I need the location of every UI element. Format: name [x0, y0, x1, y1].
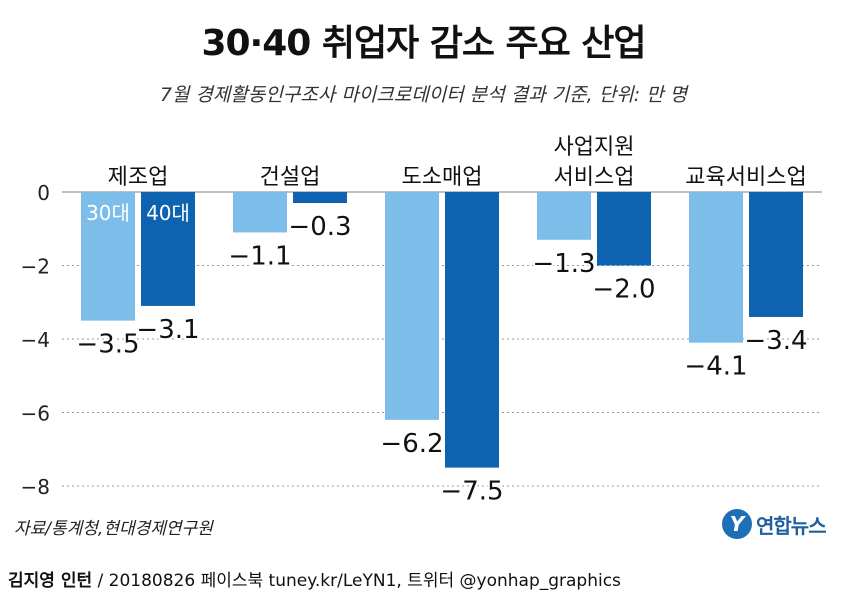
- y-tick-label: −4: [21, 328, 50, 352]
- value-label: −7.5: [440, 477, 503, 507]
- bar-30s: [233, 192, 287, 233]
- bar-30s: [81, 192, 135, 321]
- y-tick-label: 0: [37, 181, 50, 205]
- legend-30s: 30대: [86, 201, 130, 225]
- yonhap-logo: Y 연합뉴스: [722, 508, 827, 540]
- value-label: −4.1: [684, 352, 747, 382]
- bar-40s: [597, 192, 651, 266]
- bar-40s: [749, 192, 803, 317]
- bar-40s: [293, 192, 347, 204]
- credit-details: / 20180826 페이스북 tuney.kr/LeYN1, 트위터 @yon…: [92, 571, 621, 591]
- category-label: 제조업: [108, 165, 169, 190]
- y-tick-label: −8: [21, 475, 50, 499]
- value-label: −3.4: [744, 326, 807, 356]
- category-label: 사업지원: [554, 135, 635, 160]
- chart-subtitle: 7월 경제활동인구조사 마이크로데이터 분석 결과 기준, 단위: 만 명: [159, 84, 688, 106]
- bar-30s: [385, 192, 439, 420]
- bar-40s: [141, 192, 195, 306]
- bar-chart: 0 −2 −4 −6 −8 제조업 −3.5 30대 −3.1 40대 건설업 −1.1−0.3 도소매…: [21, 135, 822, 509]
- chart-title: 30·40 취업자 감소 주요 산업: [201, 23, 646, 64]
- logo-text: 연합뉴스: [756, 513, 827, 538]
- bar-40s: [445, 192, 499, 468]
- credit-line: 김지영 인턴 / 20180826 페이스북 tuney.kr/LeYN1, 트…: [8, 566, 621, 591]
- y-tick-label: −6: [21, 402, 50, 426]
- yonhap-logo-icon: Y: [722, 509, 752, 539]
- value-label: −1.1: [228, 241, 291, 271]
- category-label: 서비스업: [554, 165, 635, 190]
- category-label: 건설업: [260, 165, 321, 190]
- category-label: 교육서비스업: [685, 165, 806, 190]
- value-label: −2.0: [592, 275, 655, 305]
- value-label: −3.1: [136, 315, 199, 345]
- category-label: 도소매업: [402, 165, 483, 190]
- value-label: −3.5: [76, 330, 139, 360]
- value-label: −1.3: [532, 249, 595, 279]
- infographic-card: 30·40 취업자 감소 주요 산업 7월 경제활동인구조사 마이크로데이터 분…: [14, 23, 827, 540]
- value-label: −0.3: [288, 212, 351, 242]
- bar-30s: [537, 192, 591, 240]
- value-label: −6.2: [380, 429, 443, 459]
- y-tick-label: −2: [21, 255, 50, 279]
- bar-30s: [689, 192, 743, 343]
- credit-author: 김지영 인턴: [8, 571, 93, 591]
- legend-40s: 40대: [146, 201, 190, 225]
- source-note: 자료/통계청,현대경제연구원: [14, 519, 213, 539]
